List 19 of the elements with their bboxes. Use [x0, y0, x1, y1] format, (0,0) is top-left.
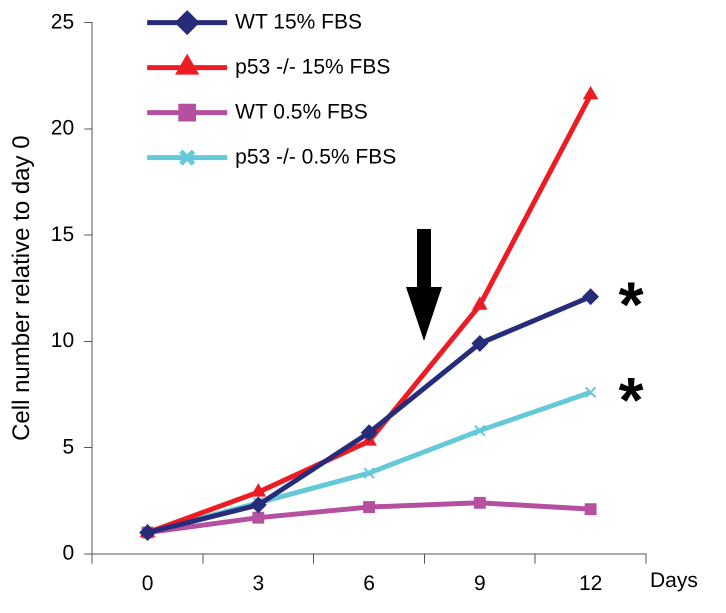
legend-label: WT 0.5% FBS [235, 100, 368, 124]
y-tick-label: 0 [62, 542, 74, 565]
y-tick-label: 10 [50, 329, 74, 352]
y-tick-label: 20 [50, 116, 74, 140]
legend-label: p53 -/- 0.5% FBS [235, 145, 396, 168]
x-tick-label: 12 [578, 572, 602, 596]
x-tick-label: 9 [474, 572, 486, 596]
y-tick-label: 15 [50, 222, 74, 246]
y-axis-title: Cell number relative to day 0 [8, 135, 36, 441]
legend-label: p53 -/- 15% FBS [235, 55, 390, 78]
annotation: * [618, 268, 644, 340]
y-tick-label: 5 [62, 435, 74, 458]
annotation: * [618, 364, 644, 436]
legend-label: WT 15% FBS [235, 10, 362, 34]
x-tick-label: 0 [142, 572, 154, 596]
x-axis-title: Days [650, 569, 698, 592]
x-tick-label: 6 [363, 572, 375, 596]
y-tick-label: 25 [50, 10, 74, 34]
x-tick-label: 3 [252, 572, 264, 596]
